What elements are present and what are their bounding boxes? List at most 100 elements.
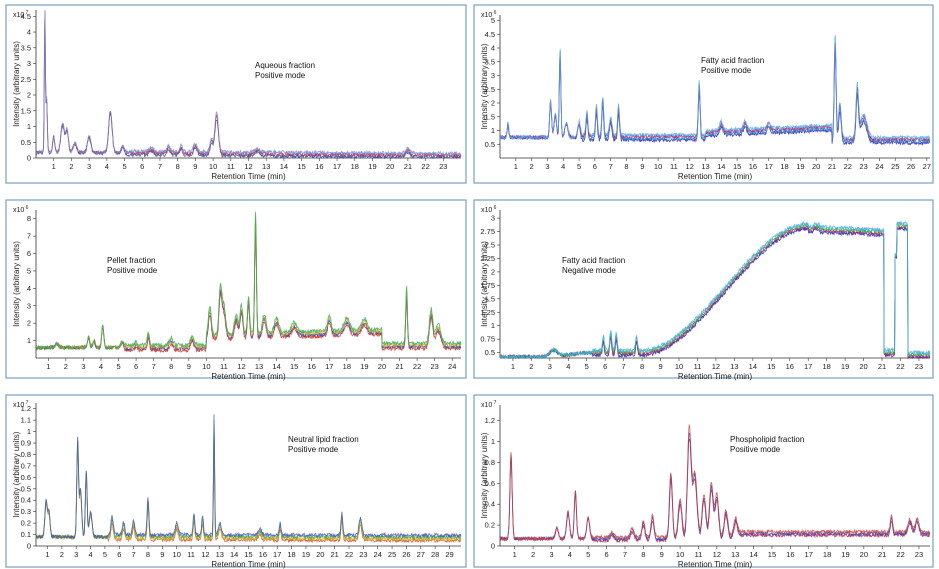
panel-phospholipid: 1 2 3 4 5 6 7 8 9 10 11 12 13 14 15 16 17 18 19 20 21 22 2300.… xyxy=(473,394,934,569)
x-tick-label: 7 xyxy=(152,362,156,371)
x-tick-label: 5 xyxy=(585,362,589,371)
x-tick-label: 2 xyxy=(60,550,64,559)
x-tick-label: 10 xyxy=(173,550,181,559)
x-tick-label: 12 xyxy=(201,550,209,559)
y-tick-label: 0.4 xyxy=(485,500,495,509)
x-tick-label: 21 xyxy=(878,550,886,559)
panel-frame xyxy=(473,394,934,568)
x-tick-label: 3 xyxy=(548,362,552,371)
y-tick-label: 3.5 xyxy=(21,43,31,52)
y-tick-label: 2 xyxy=(27,319,31,328)
y-tick-label: 0.4 xyxy=(21,496,31,505)
y-axis-title: Intensity (arbitrary units) xyxy=(480,432,489,518)
y-axis-title: Intensity (arbitrary units) xyxy=(480,43,489,129)
x-tick-label: 9 xyxy=(658,362,662,371)
x-tick-label: 1 xyxy=(514,162,518,171)
y-tick-label: 0.9 xyxy=(21,439,31,448)
x-tick-label: 20 xyxy=(860,550,868,559)
trace-line xyxy=(499,424,931,542)
x-tick-label: 10 xyxy=(654,162,662,171)
y-multiplier: x10 7 xyxy=(13,400,29,409)
x-tick-label: 11 xyxy=(695,550,703,559)
panel-annotation: Positive mode xyxy=(288,445,339,454)
y-tick-label: 1 xyxy=(491,126,495,135)
y-tick-label: 4 xyxy=(27,28,31,37)
x-tick-label: 10 xyxy=(209,162,217,171)
y-multiplier-exponent: 7 xyxy=(24,400,28,406)
x-tick-label: 18 xyxy=(823,550,831,559)
x-tick-label: 2 xyxy=(69,162,73,171)
panel-frame xyxy=(473,199,934,379)
x-tick-label: 13 xyxy=(216,550,224,559)
x-tick-label: 22 xyxy=(844,162,852,171)
y-multiplier-exponent: 7 xyxy=(492,400,496,406)
y-multiplier-exponent: 6 xyxy=(24,205,28,211)
x-tick-label: 2 xyxy=(530,162,534,171)
x-tick-label: 5 xyxy=(116,362,120,371)
x-tick-label: 20 xyxy=(316,550,324,559)
y-tick-label: 4.5 xyxy=(21,12,31,21)
x-tick-label: 10 xyxy=(676,550,684,559)
panel-annotation: Positive mode xyxy=(255,71,306,80)
x-tick-label: 15 xyxy=(297,162,305,171)
x-tick-label: 21 xyxy=(878,362,886,371)
trace-line xyxy=(35,211,462,351)
x-tick-label: 7 xyxy=(158,162,162,171)
x-tick-label: 26 xyxy=(907,162,915,171)
x-tick-label: 7 xyxy=(622,362,626,371)
x-tick-label: 19 xyxy=(841,550,849,559)
x-tick-label: 16 xyxy=(308,362,316,371)
x-tick-label: 8 xyxy=(169,362,173,371)
x-tick-label: 3 xyxy=(81,362,85,371)
panel-annotation: Positive mode xyxy=(107,266,158,275)
y-tick-label: 3 xyxy=(27,59,31,68)
x-tick-label: 27 xyxy=(923,162,931,171)
panel-annotation: Positive mode xyxy=(730,445,781,454)
y-tick-label: 0.8 xyxy=(21,450,31,459)
x-tick-label: 17 xyxy=(804,362,812,371)
x-tick-label: 13 xyxy=(730,362,738,371)
x-tick-label: 11 xyxy=(220,362,228,371)
x-tick-label: 26 xyxy=(402,550,410,559)
x-tick-label: 15 xyxy=(733,162,741,171)
x-tick-label: 4 xyxy=(99,362,103,371)
y-tick-label: 4 xyxy=(27,284,31,293)
x-axis-title: Retention Time (min) xyxy=(678,172,753,181)
x-tick-label: 22 xyxy=(413,362,421,371)
x-tick-label: 3 xyxy=(549,550,553,559)
x-tick-label: 11 xyxy=(187,550,195,559)
panel-annotation: Phospholipid fraction xyxy=(730,435,804,444)
x-tick-label: 13 xyxy=(731,550,739,559)
y-tick-label: 5 xyxy=(27,266,31,275)
x-tick-label: 5 xyxy=(122,162,126,171)
x-tick-label: 6 xyxy=(593,162,597,171)
y-tick-label: 2.5 xyxy=(485,85,495,94)
trace-line xyxy=(499,220,931,360)
x-tick-label: 17 xyxy=(273,550,281,559)
x-tick-label: 23 xyxy=(859,162,867,171)
y-tick-label: 2.75 xyxy=(480,227,495,236)
y-tick-label: 1 xyxy=(491,321,495,330)
y-tick-label: 0.5 xyxy=(485,140,495,149)
x-tick-label: 22 xyxy=(896,550,904,559)
x-tick-label: 11 xyxy=(227,162,235,171)
y-tick-label: 1 xyxy=(27,336,31,345)
y-tick-label: 4.5 xyxy=(485,30,495,39)
x-tick-label: 4 xyxy=(568,550,572,559)
x-tick-label: 16 xyxy=(749,162,757,171)
panel-annotation: Neutral lipid fraction xyxy=(288,435,359,444)
y-tick-label: 0.6 xyxy=(485,479,495,488)
y-multiplier: x10 7 xyxy=(481,400,497,409)
x-tick-label: 16 xyxy=(786,550,794,559)
x-axis-title: Retention Time (min) xyxy=(678,372,753,381)
x-tick-label: 8 xyxy=(641,550,645,559)
x-tick-label: 17 xyxy=(765,162,773,171)
y-tick-label: 1 xyxy=(491,437,495,446)
y-tick-label: 0.2 xyxy=(485,521,495,530)
y-tick-label: 0.5 xyxy=(21,484,31,493)
y-tick-label: 0.6 xyxy=(21,473,31,482)
x-tick-label: 8 xyxy=(624,162,628,171)
y-multiplier: x10 6 xyxy=(481,10,497,19)
y-multiplier: x10 6 xyxy=(481,205,497,214)
